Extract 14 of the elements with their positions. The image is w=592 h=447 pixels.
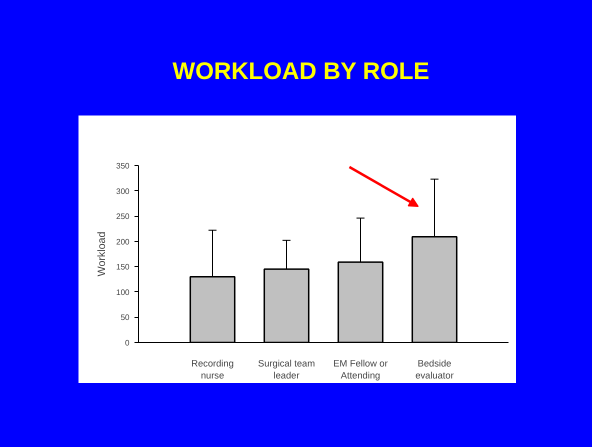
y-tick-label: 100: [116, 288, 130, 297]
x-tick-label: Bedside evaluator: [415, 358, 454, 380]
y-tick-label: 50: [120, 313, 130, 322]
y-axis-title: Workload: [96, 232, 108, 276]
x-tick-label: Surgical team leader: [258, 358, 316, 380]
y-tick-label: 300: [116, 186, 130, 196]
y-tick-label: 150: [116, 262, 130, 272]
y-tick-label: 250: [116, 212, 130, 222]
x-tick-label: EM Fellow or Attending: [333, 358, 388, 380]
y-tick-label: 200: [116, 237, 130, 246]
x-tick-label: Recording nurse: [191, 358, 234, 380]
y-tick-label: 0: [125, 338, 130, 348]
y-tick-label: 350: [116, 162, 130, 170]
chart-title: WORKLOAD BY ROLE: [172, 57, 430, 87]
